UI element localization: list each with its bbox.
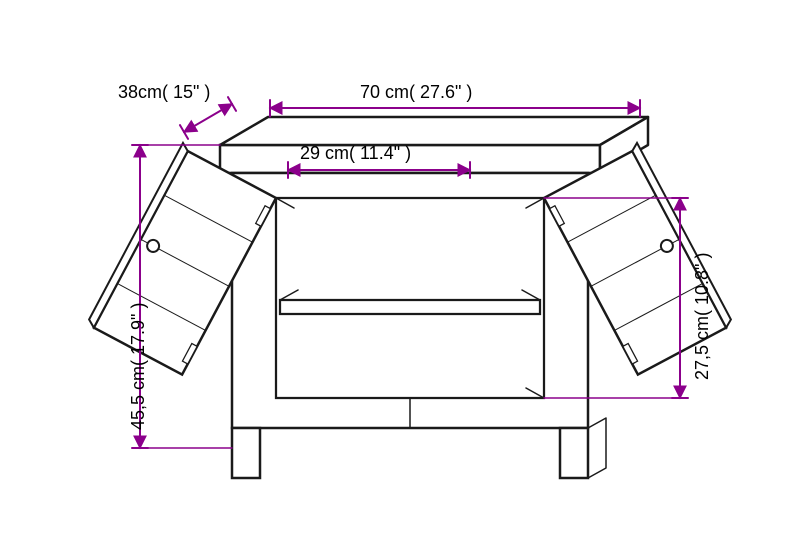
dim-label-width: 70 cm( 27.6" ) (360, 82, 472, 103)
dim-label-inner-width: 29 cm( 11.4" ) (300, 143, 411, 164)
diagram-svg (0, 0, 800, 533)
dim-label-depth: 38cm( 15" ) (118, 82, 210, 103)
diagram-stage: 38cm( 15" ) 70 cm( 27.6" ) 29 cm( 11.4" … (0, 0, 800, 533)
dim-label-height: 45,5 cm( 17.9" ) (128, 303, 149, 430)
dim-label-inner-height: 27,5 cm( 10.8" ) (692, 253, 713, 380)
